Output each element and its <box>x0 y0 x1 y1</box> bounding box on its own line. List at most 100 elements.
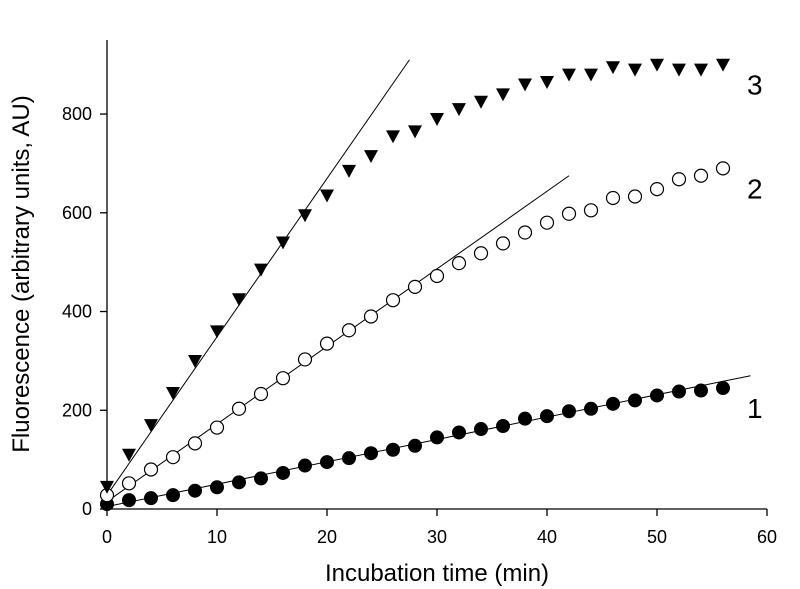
data-point-series-2 <box>693 168 709 183</box>
fit-lines <box>106 59 751 508</box>
data-point-series-3 <box>342 164 356 178</box>
data-point-series-1 <box>166 488 180 503</box>
data-point-series-3 <box>144 419 158 433</box>
fit-line-series-2 <box>106 175 570 503</box>
x-tick-label: 30 <box>427 527 447 547</box>
data-point-series-3 <box>210 325 224 339</box>
data-point-series-3 <box>298 209 312 223</box>
data-point-series-3 <box>540 76 554 89</box>
data-point-series-1 <box>386 442 400 457</box>
data-point-series-3 <box>254 263 268 277</box>
x-tick-label: 60 <box>757 527 777 547</box>
data-point-series-2 <box>627 189 643 204</box>
fit-line-series-3 <box>106 59 410 496</box>
data-point-series-2 <box>539 215 555 230</box>
data-point-series-2 <box>583 203 599 218</box>
data-point-series-1 <box>650 388 664 403</box>
data-point-series-2 <box>297 352 313 367</box>
data-point-series-3 <box>474 95 488 109</box>
data-point-series-1 <box>276 465 290 480</box>
data-point-series-3 <box>122 448 136 462</box>
data-point-series-2 <box>209 420 225 435</box>
series-labels: 1 2 3 <box>747 70 763 424</box>
data-point-series-2 <box>429 268 445 284</box>
data-point-series-2 <box>253 386 269 402</box>
y-tick-label: 200 <box>62 400 92 420</box>
data-point-series-1 <box>430 430 444 445</box>
data-point-series-3 <box>100 480 114 494</box>
data-point-series-1 <box>562 404 576 419</box>
x-tick-label: 0 <box>102 527 112 547</box>
data-point-series-3 <box>364 150 378 164</box>
data-point-series-1 <box>408 438 422 453</box>
x-tick-label: 50 <box>647 527 667 547</box>
data-point-series-1 <box>496 419 510 434</box>
y-axis-title: Fluorescence (arbitrary units, AU) <box>8 95 35 452</box>
data-point-series-1 <box>210 480 224 495</box>
data-point-series-2 <box>649 181 665 197</box>
data-point-series-3 <box>606 61 620 75</box>
y-tick-label: 0 <box>82 499 92 519</box>
data-point-series-3 <box>672 63 686 77</box>
data-point-series-3 <box>562 68 576 82</box>
data-point-series-2 <box>319 336 335 351</box>
data-point-series-2 <box>451 256 467 271</box>
data-point-series-3 <box>584 68 598 82</box>
data-point-series-3 <box>232 293 246 307</box>
data-point-series-2 <box>407 279 423 294</box>
data-point-series-2 <box>187 436 203 451</box>
data-point-series-2 <box>495 236 511 251</box>
data-point-series-3 <box>320 189 334 203</box>
y-tick-label: 600 <box>62 203 92 223</box>
data-point-series-1 <box>122 493 136 508</box>
data-point-series-1 <box>474 422 488 437</box>
data-point-series-1 <box>694 383 708 398</box>
data-point-series-2 <box>385 293 401 308</box>
x-axis-title: Incubation time (min) <box>325 560 549 587</box>
y-tick-label: 800 <box>62 104 92 124</box>
data-point-series-2 <box>121 476 137 491</box>
data-point-series-2 <box>517 225 533 240</box>
data-point-series-2 <box>715 161 731 176</box>
y-tick-label: 400 <box>62 302 92 322</box>
data-points <box>99 58 731 512</box>
series-label-2: 2 <box>747 173 763 204</box>
data-point-series-1 <box>716 381 730 396</box>
data-point-series-1 <box>518 411 532 426</box>
data-point-series-1 <box>232 475 246 490</box>
data-point-series-2 <box>561 206 577 221</box>
data-point-series-1 <box>254 471 268 486</box>
data-point-series-3 <box>452 103 466 117</box>
data-point-series-1 <box>320 455 334 470</box>
data-point-series-3 <box>496 88 510 102</box>
data-point-series-1 <box>584 401 598 416</box>
data-point-series-1 <box>452 425 466 440</box>
data-point-series-1 <box>672 384 686 399</box>
data-point-series-3 <box>430 113 444 126</box>
data-point-series-1 <box>364 446 378 461</box>
data-point-series-3 <box>386 130 400 144</box>
x-tick-label: 20 <box>317 527 337 547</box>
data-point-series-3 <box>716 58 730 72</box>
data-point-series-3 <box>694 63 708 77</box>
data-point-series-1 <box>342 451 356 466</box>
data-point-series-2 <box>143 462 159 477</box>
data-point-series-1 <box>188 483 202 498</box>
data-point-series-3 <box>276 236 290 250</box>
x-tick-label: 10 <box>207 527 227 547</box>
x-tick-label: 40 <box>537 527 557 547</box>
data-point-series-3 <box>188 354 202 368</box>
data-point-series-2 <box>605 190 621 206</box>
data-point-series-3 <box>518 78 532 92</box>
data-point-series-3 <box>628 63 642 77</box>
data-point-series-2 <box>275 371 291 386</box>
series-label-1: 1 <box>747 393 763 424</box>
data-point-series-1 <box>628 393 642 408</box>
data-point-series-2 <box>341 323 357 338</box>
data-point-series-1 <box>298 458 312 473</box>
data-point-series-3 <box>408 125 422 139</box>
data-point-series-2 <box>165 450 181 465</box>
series-label-3: 3 <box>747 70 763 101</box>
